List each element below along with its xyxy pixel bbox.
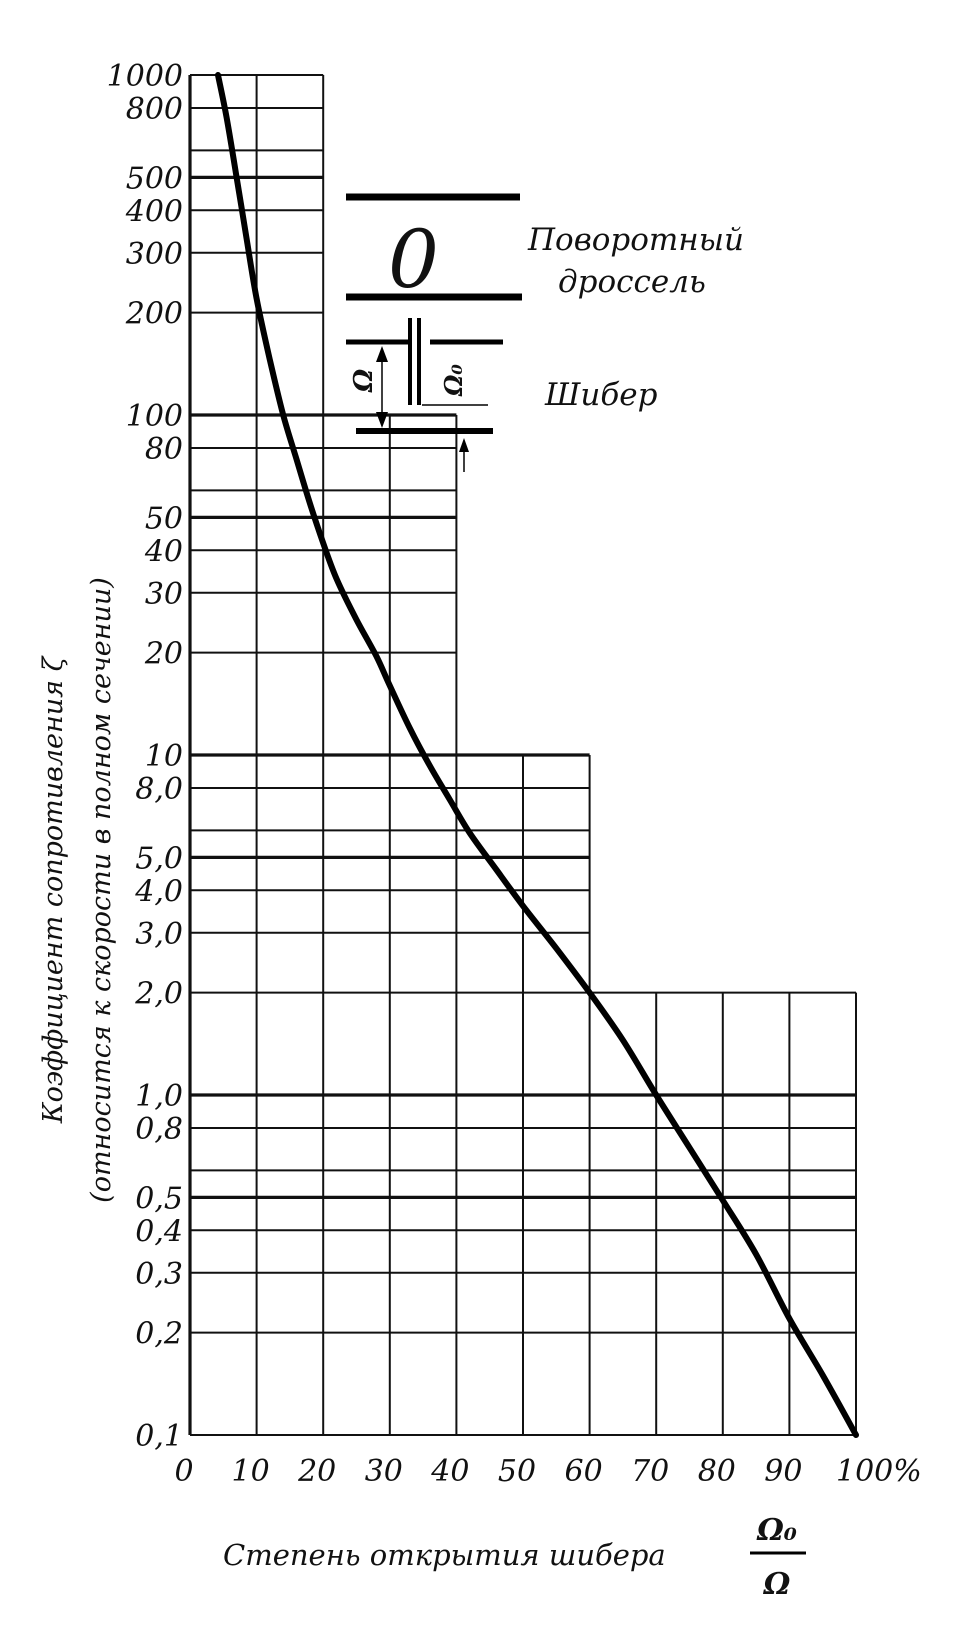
x-tick-label: 30 xyxy=(365,1454,403,1489)
gate-label: Шибер xyxy=(544,377,658,413)
x-tick-label: 50 xyxy=(498,1454,536,1489)
x-tick-label: 70 xyxy=(631,1454,669,1489)
y-axis-label-line2: (относится к скорости в полном сечении) xyxy=(86,577,117,1203)
y-tick-label: 200 xyxy=(125,297,183,332)
y-tick-label: 80 xyxy=(145,432,183,467)
gate-omega-arrow-bottom xyxy=(376,412,388,428)
x-tick-label: 40 xyxy=(430,1454,469,1489)
x-axis-label-numerator: Ω₀ xyxy=(756,1513,797,1548)
y-tick-label: 3,0 xyxy=(135,917,183,952)
x-tick-label: 20 xyxy=(297,1454,336,1489)
y-tick-label: 40 xyxy=(144,534,183,569)
gate-omega-arrow-top xyxy=(376,346,388,362)
y-tick-label: 0,8 xyxy=(135,1112,183,1147)
y-tick-label: 20 xyxy=(144,637,183,672)
y-tick-label: 50 xyxy=(145,501,183,536)
butterfly-symbol: 0 xyxy=(388,213,439,306)
y-tick-label: 10 xyxy=(145,739,183,774)
x-tick-label: 60 xyxy=(565,1454,603,1489)
x-axis-label-denominator: Ω xyxy=(763,1567,791,1602)
y-tick-label: 0,3 xyxy=(135,1257,183,1292)
gate-omega0-label: Ω₀ xyxy=(439,364,468,397)
y-tick-label: 8,0 xyxy=(135,772,183,807)
x-tick-label: 90 xyxy=(764,1454,802,1489)
gate-omega-label: Ω xyxy=(349,369,379,393)
y-tick-label: 2,0 xyxy=(134,977,183,1012)
inset-diagram: 0 Поворотный дроссель Ω Ω₀ Шибер xyxy=(346,193,744,472)
butterfly-label-line1: Поворотный xyxy=(527,222,744,258)
y-tick-label: 0,2 xyxy=(135,1317,183,1352)
y-tick-label: 100 xyxy=(126,399,183,434)
x-tick-label: 10 xyxy=(232,1454,270,1489)
y-tick-label: 30 xyxy=(145,577,183,612)
grid-layer xyxy=(188,74,857,1436)
y-axis-label-group: Коэффициент сопротивления ζ (относится к… xyxy=(38,577,117,1203)
y-axis-label-line1: Коэффициент сопротивления ζ xyxy=(38,655,69,1124)
y-tick-label: 500 xyxy=(126,161,183,196)
y-tick-label: 0,4 xyxy=(135,1214,183,1249)
x-tick-label: 0 xyxy=(174,1454,193,1489)
x-tick-labels: 0 10 20 30 40 50 60 70 80 90 100% xyxy=(174,1454,921,1489)
y-tick-label: 300 xyxy=(126,237,183,272)
x-tick-label: 100% xyxy=(836,1454,922,1489)
x-axis-label: Степень открытия шибера xyxy=(223,1538,666,1572)
x-tick-label: 80 xyxy=(698,1454,736,1489)
y-tick-label: 1000 xyxy=(107,59,183,94)
series-line-0 xyxy=(215,72,859,1438)
y-tick-label: 800 xyxy=(126,92,183,127)
y-tick-label: 0,5 xyxy=(135,1181,183,1216)
y-tick-label: 0,1 xyxy=(135,1419,183,1454)
butterfly-label-line2: дроссель xyxy=(558,264,706,300)
y-tick-label: 4,0 xyxy=(134,874,183,909)
curve-layer xyxy=(215,72,859,1438)
gate-omega0-arrow-head xyxy=(459,438,469,452)
y-tick-label: 1,0 xyxy=(135,1079,183,1114)
y-tick-label: 400 xyxy=(125,194,183,229)
y-tick-label: 5,0 xyxy=(135,841,183,876)
